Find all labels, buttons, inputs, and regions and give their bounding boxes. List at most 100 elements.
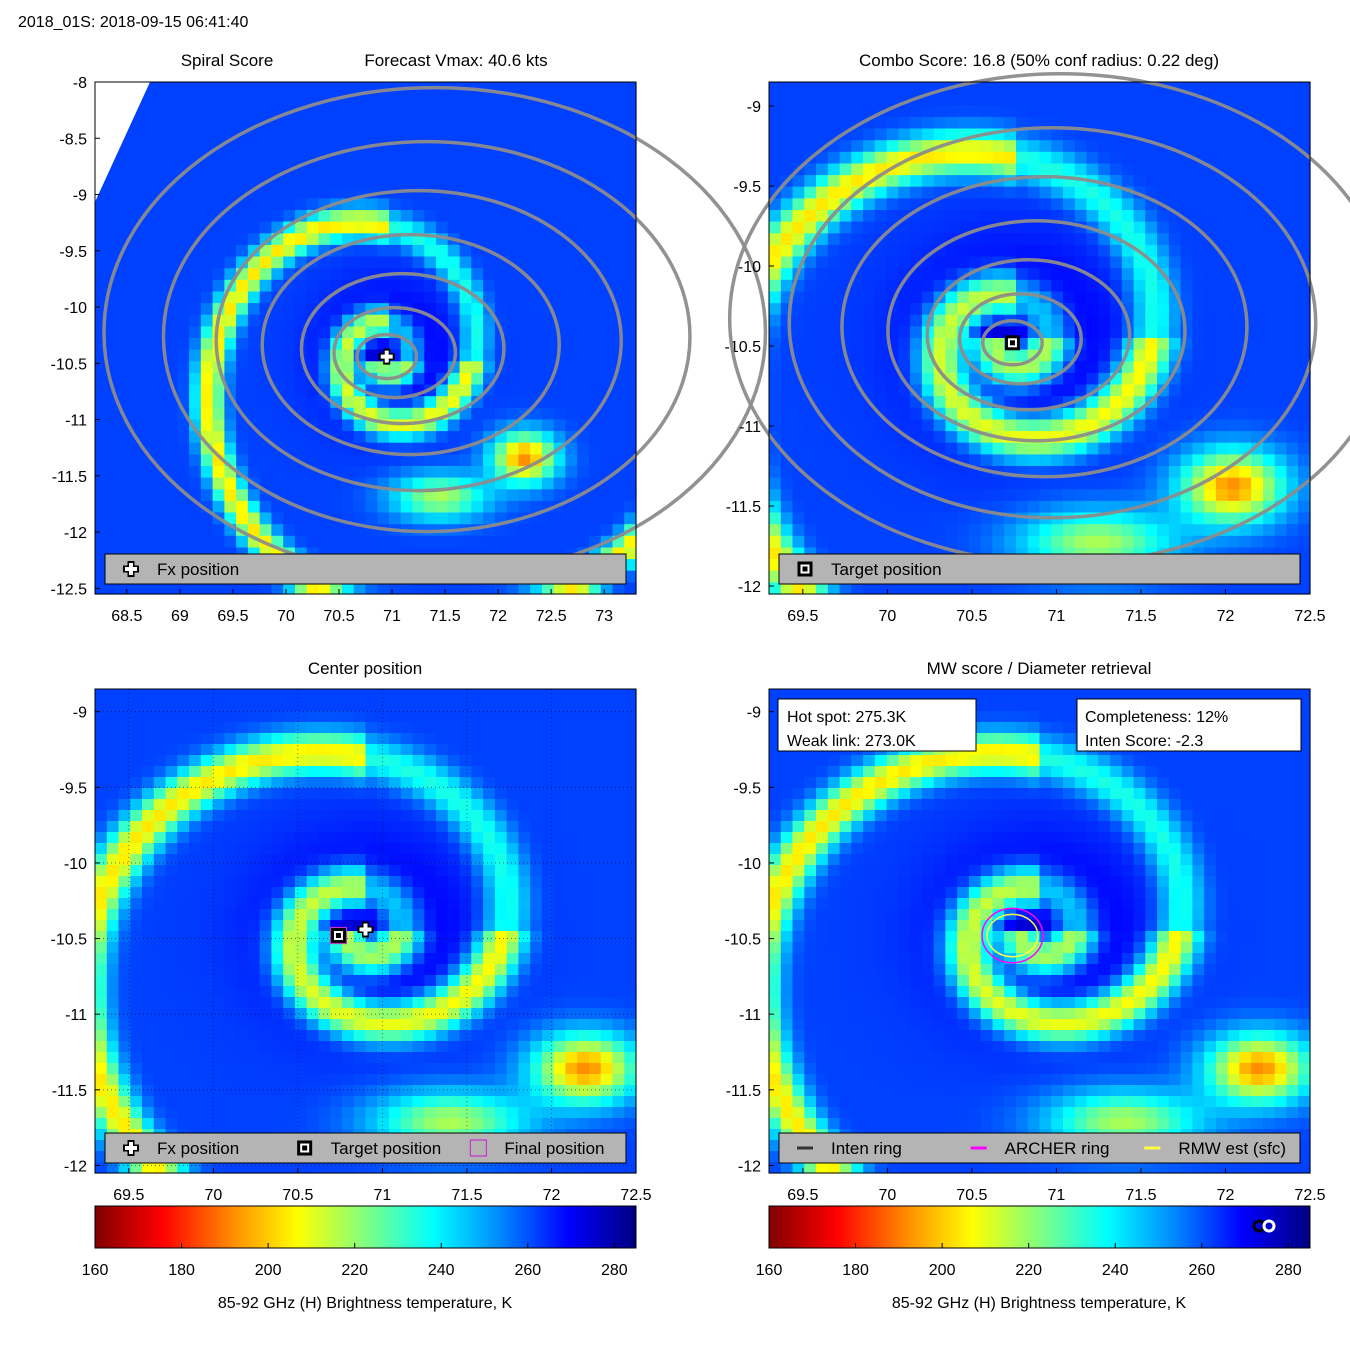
map-cell [200, 477, 214, 490]
map-cell [283, 942, 296, 954]
map-cell [177, 810, 190, 822]
map-cell [118, 268, 131, 281]
map-cell [189, 953, 202, 965]
map-cell [530, 163, 543, 176]
map-cell [1063, 105, 1076, 118]
map-cell [483, 489, 496, 502]
map-cell [436, 279, 449, 292]
map-cell [1157, 326, 1170, 339]
map-cell [200, 920, 214, 932]
map-cell [236, 997, 249, 1009]
map-cell [827, 512, 841, 525]
map-cell [365, 256, 378, 269]
map-cell [1157, 93, 1170, 106]
map-cell [471, 279, 484, 292]
map-cell [377, 396, 390, 409]
map-cell [259, 744, 273, 756]
map-cell [447, 535, 461, 548]
map-cell [1251, 221, 1264, 234]
map-cell [1204, 454, 1217, 467]
map-cell [389, 512, 402, 525]
map-cell [957, 407, 970, 420]
map-cell [945, 116, 958, 130]
map-cell [827, 454, 841, 467]
map-cell [863, 291, 876, 304]
map-cell [142, 512, 155, 525]
map-cell [1274, 198, 1288, 211]
map-cell [1204, 326, 1217, 339]
map-cell [247, 920, 261, 932]
map-cell [1051, 93, 1064, 106]
map-cell [1027, 221, 1041, 234]
map-cell [506, 338, 519, 351]
map-cell [283, 1030, 296, 1042]
map-cell [898, 361, 911, 374]
map-cell [1157, 524, 1170, 537]
map-cell [1274, 314, 1288, 327]
map-cell [1004, 82, 1017, 95]
contour-line [355, 332, 419, 381]
map-cell [330, 128, 343, 141]
map-cell [200, 1107, 214, 1119]
map-cell [494, 407, 508, 420]
map-cell [1098, 477, 1111, 490]
map-cell [306, 489, 320, 502]
map-cell [424, 338, 437, 351]
map-cell [968, 210, 982, 223]
map-cell [236, 964, 249, 976]
map-cell [377, 489, 390, 502]
map-cell [283, 788, 296, 800]
map-cell [839, 477, 852, 490]
map-cell [874, 221, 888, 234]
map-cell [459, 466, 472, 479]
map-cell [792, 105, 805, 118]
map-cell [271, 1107, 284, 1119]
map-cell [1086, 303, 1099, 316]
map-cell [283, 93, 296, 106]
map-cell [1145, 233, 1158, 246]
map-cell [212, 582, 225, 595]
target-marker-core [1009, 340, 1015, 346]
map-cell [224, 733, 237, 745]
map-cell [283, 920, 296, 932]
map-cell [839, 396, 852, 409]
map-cell [792, 466, 805, 479]
target-marker-core [802, 566, 808, 572]
map-cell [1204, 361, 1217, 374]
map-cell [1239, 256, 1252, 269]
map-cell [153, 1041, 167, 1053]
map-cell [142, 755, 155, 767]
map-cell [1168, 314, 1182, 327]
map-cell [886, 93, 899, 106]
map-cell [142, 788, 155, 800]
map-cell [1168, 163, 1182, 176]
map-cell [1004, 151, 1017, 164]
map-cell [142, 314, 155, 327]
map-cell [236, 582, 249, 595]
map-cell [142, 865, 155, 877]
map-cell [1157, 361, 1170, 374]
map-cell [1016, 268, 1029, 281]
map-cell [1039, 140, 1052, 153]
map-cell [910, 128, 923, 141]
map-cell [1215, 512, 1229, 525]
map-cell [1051, 384, 1064, 397]
map-cell [247, 466, 261, 479]
map-cell [259, 755, 273, 767]
map-cell [106, 466, 120, 479]
map-cell [342, 396, 355, 409]
map-cell [247, 384, 261, 397]
map-cell [471, 407, 484, 420]
map-cell [1192, 244, 1205, 258]
map-cell [271, 82, 284, 95]
map-cell [530, 175, 543, 188]
map-cell [1168, 419, 1182, 432]
map-cell [827, 82, 841, 95]
map-cell [1274, 466, 1288, 479]
map-cell [839, 93, 852, 106]
map-cell [600, 314, 614, 327]
map-cell [436, 396, 449, 409]
map-cell [306, 326, 320, 339]
map-cell [153, 303, 167, 316]
map-cell [118, 997, 131, 1009]
